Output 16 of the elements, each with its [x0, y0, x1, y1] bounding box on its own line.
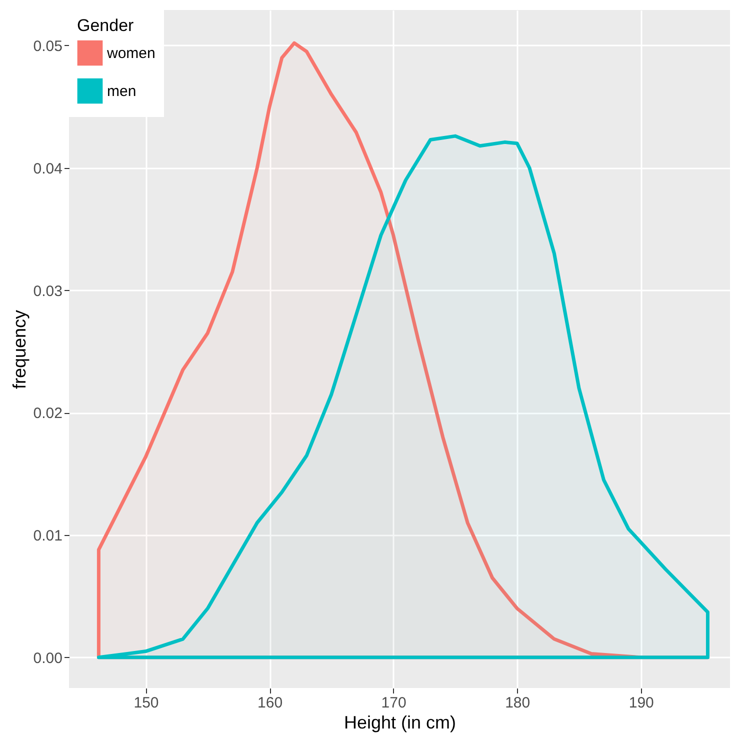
- legend-label: women: [106, 45, 156, 62]
- legend-label: men: [107, 83, 136, 100]
- x-tick-label: 180: [505, 694, 530, 712]
- legend-title: Gender: [77, 16, 134, 35]
- y-tick-label: 0.01: [33, 528, 62, 545]
- y-tick-label: 0.00: [33, 650, 62, 667]
- x-tick-label: 170: [381, 694, 406, 712]
- y-tick-label: 0.03: [33, 282, 62, 300]
- x-axis-title: Height (in cm): [344, 712, 456, 732]
- y-axis-title: frequency: [9, 310, 30, 390]
- x-tick-label: 190: [628, 694, 654, 712]
- y-tick-label: 0.04: [33, 160, 62, 178]
- y-tick-label: 0.05: [33, 38, 62, 55]
- x-tick-label: 150: [134, 694, 159, 712]
- y-tick-label: 0.02: [33, 405, 62, 422]
- x-tick-label: 160: [258, 694, 283, 712]
